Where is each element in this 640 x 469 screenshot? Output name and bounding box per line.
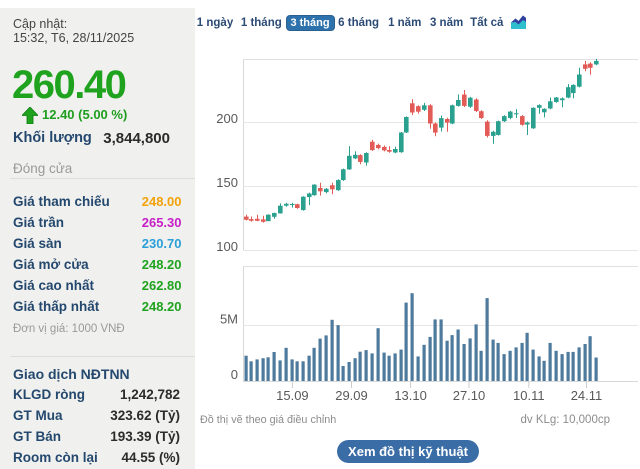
svg-text:0: 0	[231, 367, 238, 382]
svg-text:13.10: 13.10	[394, 388, 427, 403]
svg-text:27.10: 27.10	[453, 388, 486, 403]
svg-text:100: 100	[216, 239, 238, 254]
svg-text:15.09: 15.09	[276, 388, 309, 403]
svg-text:29.09: 29.09	[335, 388, 368, 403]
svg-text:5M: 5M	[220, 312, 238, 327]
svg-text:150: 150	[216, 175, 238, 190]
svg-text:10.11: 10.11	[513, 388, 545, 403]
svg-text:24.11: 24.11	[571, 388, 603, 403]
svg-text:200: 200	[216, 111, 238, 126]
